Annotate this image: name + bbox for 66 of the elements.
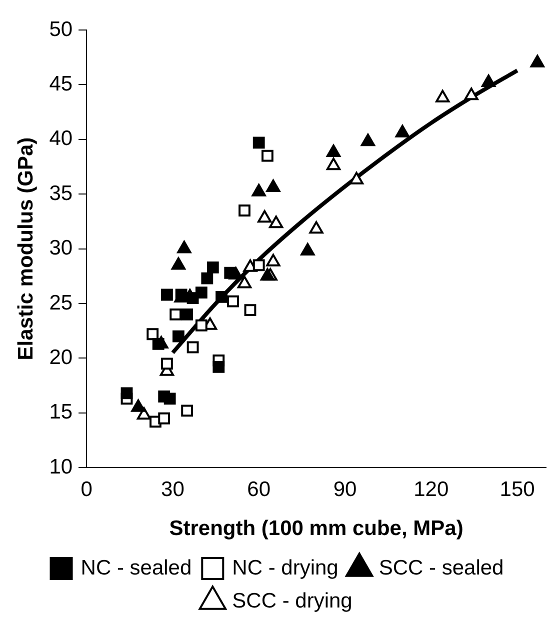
point — [349, 172, 364, 184]
point — [206, 261, 219, 274]
point — [224, 266, 236, 279]
point — [164, 392, 176, 405]
point — [269, 216, 284, 228]
y-axis-title: Elastic modulus (GPa) — [14, 137, 38, 360]
point — [170, 308, 182, 320]
point — [238, 204, 250, 216]
y-tick-label: 40 — [49, 127, 73, 150]
point — [212, 361, 225, 373]
point — [252, 184, 266, 196]
point — [262, 150, 274, 162]
point — [181, 308, 194, 320]
point — [195, 319, 208, 332]
point — [309, 221, 324, 234]
point — [360, 134, 376, 146]
legend-label: NC - drying — [232, 556, 338, 580]
point — [227, 295, 239, 308]
point — [161, 288, 173, 301]
y-tick-label: 45 — [49, 72, 73, 96]
point — [266, 254, 280, 266]
x-tick-label: 120 — [414, 478, 449, 501]
y-tick-label: 50 — [49, 18, 73, 41]
point — [120, 387, 133, 400]
point — [482, 74, 496, 88]
point — [181, 404, 194, 417]
x-tick-label: 150 — [500, 478, 535, 501]
point — [146, 328, 159, 340]
point — [171, 257, 186, 270]
point — [395, 124, 410, 138]
point — [266, 180, 280, 192]
point — [300, 242, 315, 256]
legend-label: SCC - drying — [232, 589, 352, 612]
line-series — [170, 68, 520, 355]
point — [237, 276, 252, 288]
y-tick-label: 35 — [49, 182, 73, 205]
x-axis-title: Strength (100 mm cube, MPa) — [169, 517, 464, 540]
y-tick-label: 15 — [49, 400, 73, 424]
y-tick-label: 30 — [49, 236, 73, 260]
point — [216, 290, 228, 303]
point — [436, 90, 450, 102]
point — [464, 88, 478, 100]
point — [530, 54, 544, 68]
point — [201, 272, 214, 284]
x-tick-label: 30 — [161, 478, 184, 501]
point — [258, 210, 272, 223]
point — [244, 304, 256, 316]
point — [195, 286, 208, 299]
point — [161, 358, 173, 370]
point — [326, 158, 341, 170]
x-tick-label: 0 — [80, 478, 92, 501]
x-tick-label: 90 — [333, 478, 357, 501]
legend-label: NC - sealed — [80, 556, 192, 580]
point — [252, 259, 265, 272]
point — [186, 341, 199, 354]
point — [326, 144, 341, 158]
legend-label: SCC - sealed — [378, 556, 504, 580]
point — [177, 240, 192, 254]
x-tick-label: 60 — [247, 478, 271, 501]
y-tick-label: 20 — [49, 346, 73, 369]
y-tick-label: 10 — [49, 455, 73, 478]
point — [152, 338, 164, 350]
point — [172, 330, 184, 342]
point — [158, 412, 170, 424]
point — [260, 268, 275, 281]
y-tick-label: 25 — [49, 291, 73, 314]
